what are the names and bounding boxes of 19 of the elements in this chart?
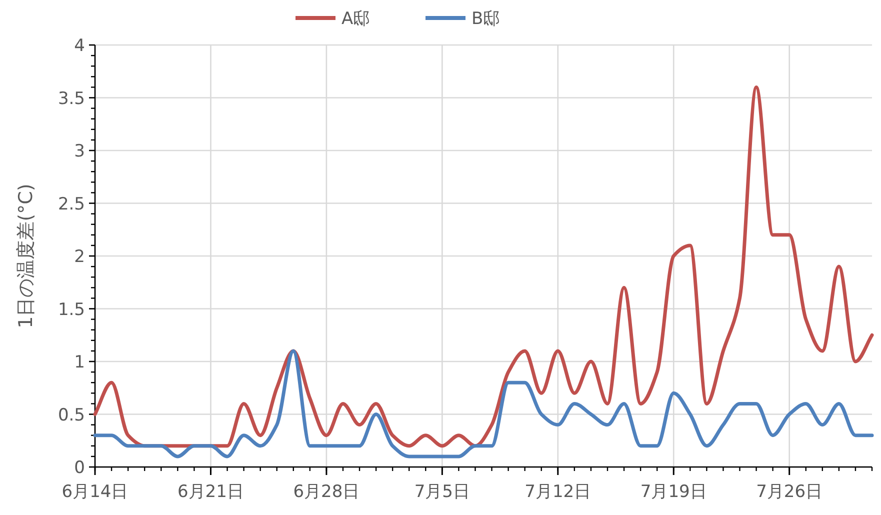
x-tick-label: 7月26日 bbox=[756, 482, 823, 502]
y-tick-label: 4 bbox=[74, 36, 85, 56]
y-tick-label: 1 bbox=[74, 352, 85, 372]
legend-label: A邸 bbox=[342, 9, 370, 29]
y-tick-label: 2 bbox=[74, 247, 85, 267]
y-tick-label: 0 bbox=[74, 458, 85, 478]
x-tick-label: 6月14日 bbox=[62, 482, 128, 502]
legend-label: B邸 bbox=[472, 9, 500, 29]
y-axis-title: 1日の温度差(°C) bbox=[15, 184, 37, 328]
x-tick-label: 6月21日 bbox=[177, 482, 244, 502]
y-tick-label: 1.5 bbox=[58, 300, 85, 320]
x-tick-label: 6月28日 bbox=[293, 482, 360, 502]
y-tick-label: 2.5 bbox=[58, 194, 85, 214]
x-tick-label: 7月5日 bbox=[414, 482, 470, 502]
x-tick-label: 7月19日 bbox=[640, 482, 707, 502]
y-tick-label: 3.5 bbox=[58, 88, 85, 109]
y-tick-label: 0.5 bbox=[58, 405, 85, 426]
y-tick-label: 3 bbox=[74, 142, 85, 162]
x-tick-label: 7月12日 bbox=[524, 482, 592, 502]
